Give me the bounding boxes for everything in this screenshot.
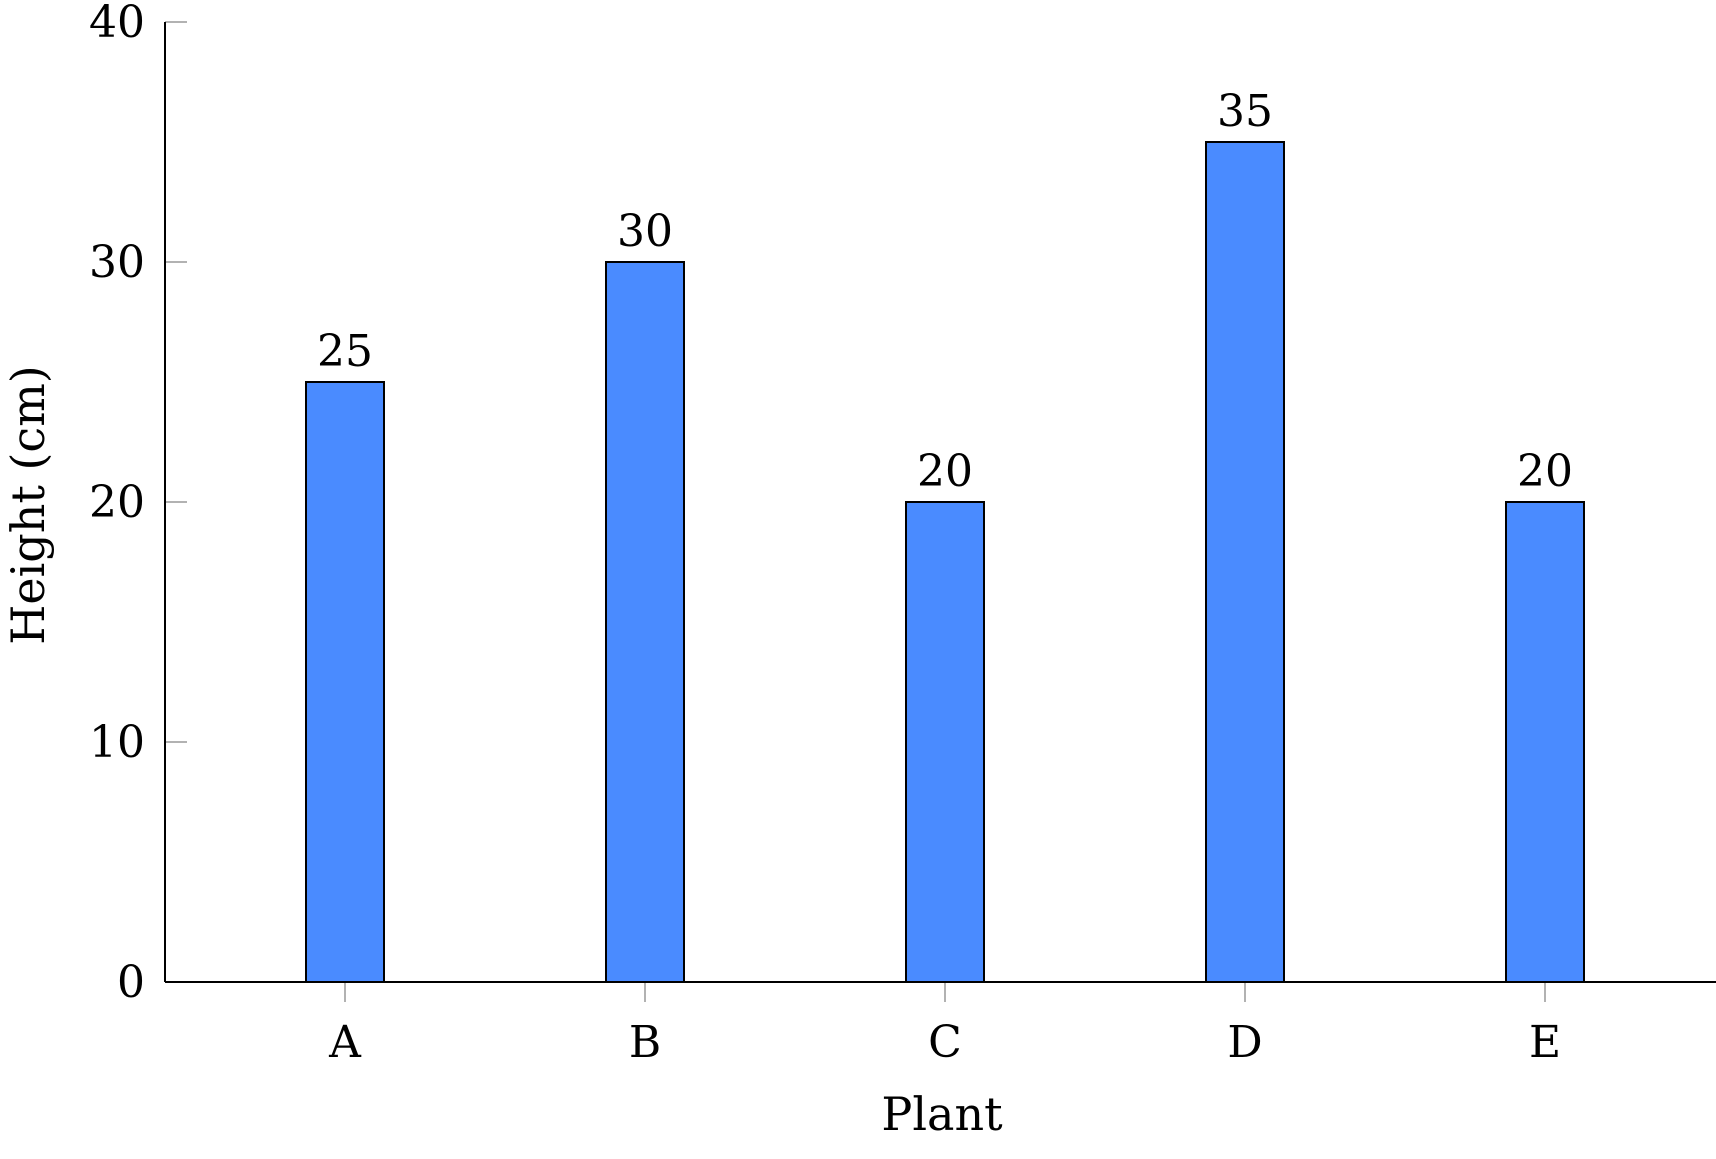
data-label-a: 25 bbox=[317, 326, 373, 377]
x-axis-title: Plant bbox=[881, 1087, 1003, 1141]
axes-layer bbox=[164, 21, 1716, 1002]
bar-c bbox=[905, 501, 985, 983]
bars-layer bbox=[305, 141, 1585, 983]
data-label-d: 35 bbox=[1217, 86, 1273, 137]
bar-d bbox=[1205, 141, 1285, 983]
labels-layer: 25 A 30 B 20 C 35 D 20 E 0 10 20 30 40 bbox=[89, 0, 1573, 1068]
y-tick-label-10: 10 bbox=[89, 717, 145, 768]
x-tick-label-e: E bbox=[1529, 1017, 1561, 1068]
y-tick-label-0: 0 bbox=[117, 957, 145, 1008]
data-label-b: 30 bbox=[617, 206, 673, 257]
data-label-c: 20 bbox=[917, 446, 973, 497]
y-tick-label-30: 30 bbox=[89, 237, 145, 288]
x-tick-label-d: D bbox=[1227, 1017, 1262, 1068]
y-tick-label-20: 20 bbox=[89, 477, 145, 528]
y-axis-title: Height (cm) bbox=[1, 365, 55, 645]
bar-a bbox=[305, 381, 385, 983]
bar-e bbox=[1505, 501, 1585, 983]
data-label-e: 20 bbox=[1517, 446, 1573, 497]
x-tick-label-a: A bbox=[328, 1017, 362, 1068]
x-tick-label-c: C bbox=[928, 1017, 962, 1068]
bar-b bbox=[605, 261, 685, 983]
x-tick-label-b: B bbox=[629, 1017, 661, 1068]
y-tick-label-40: 40 bbox=[89, 0, 145, 48]
